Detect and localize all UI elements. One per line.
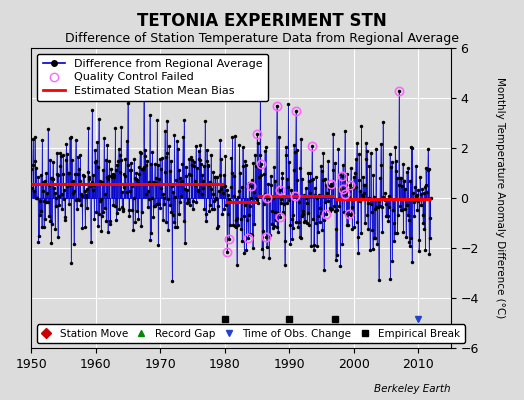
Text: TETONIA EXPERIMENT STN: TETONIA EXPERIMENT STN	[137, 12, 387, 30]
Y-axis label: Monthly Temperature Anomaly Difference (°C): Monthly Temperature Anomaly Difference (…	[495, 77, 506, 319]
Text: Difference of Station Temperature Data from Regional Average: Difference of Station Temperature Data f…	[65, 32, 459, 45]
Legend: Station Move, Record Gap, Time of Obs. Change, Empirical Break: Station Move, Record Gap, Time of Obs. C…	[37, 324, 465, 343]
Text: Berkeley Earth: Berkeley Earth	[374, 384, 451, 394]
